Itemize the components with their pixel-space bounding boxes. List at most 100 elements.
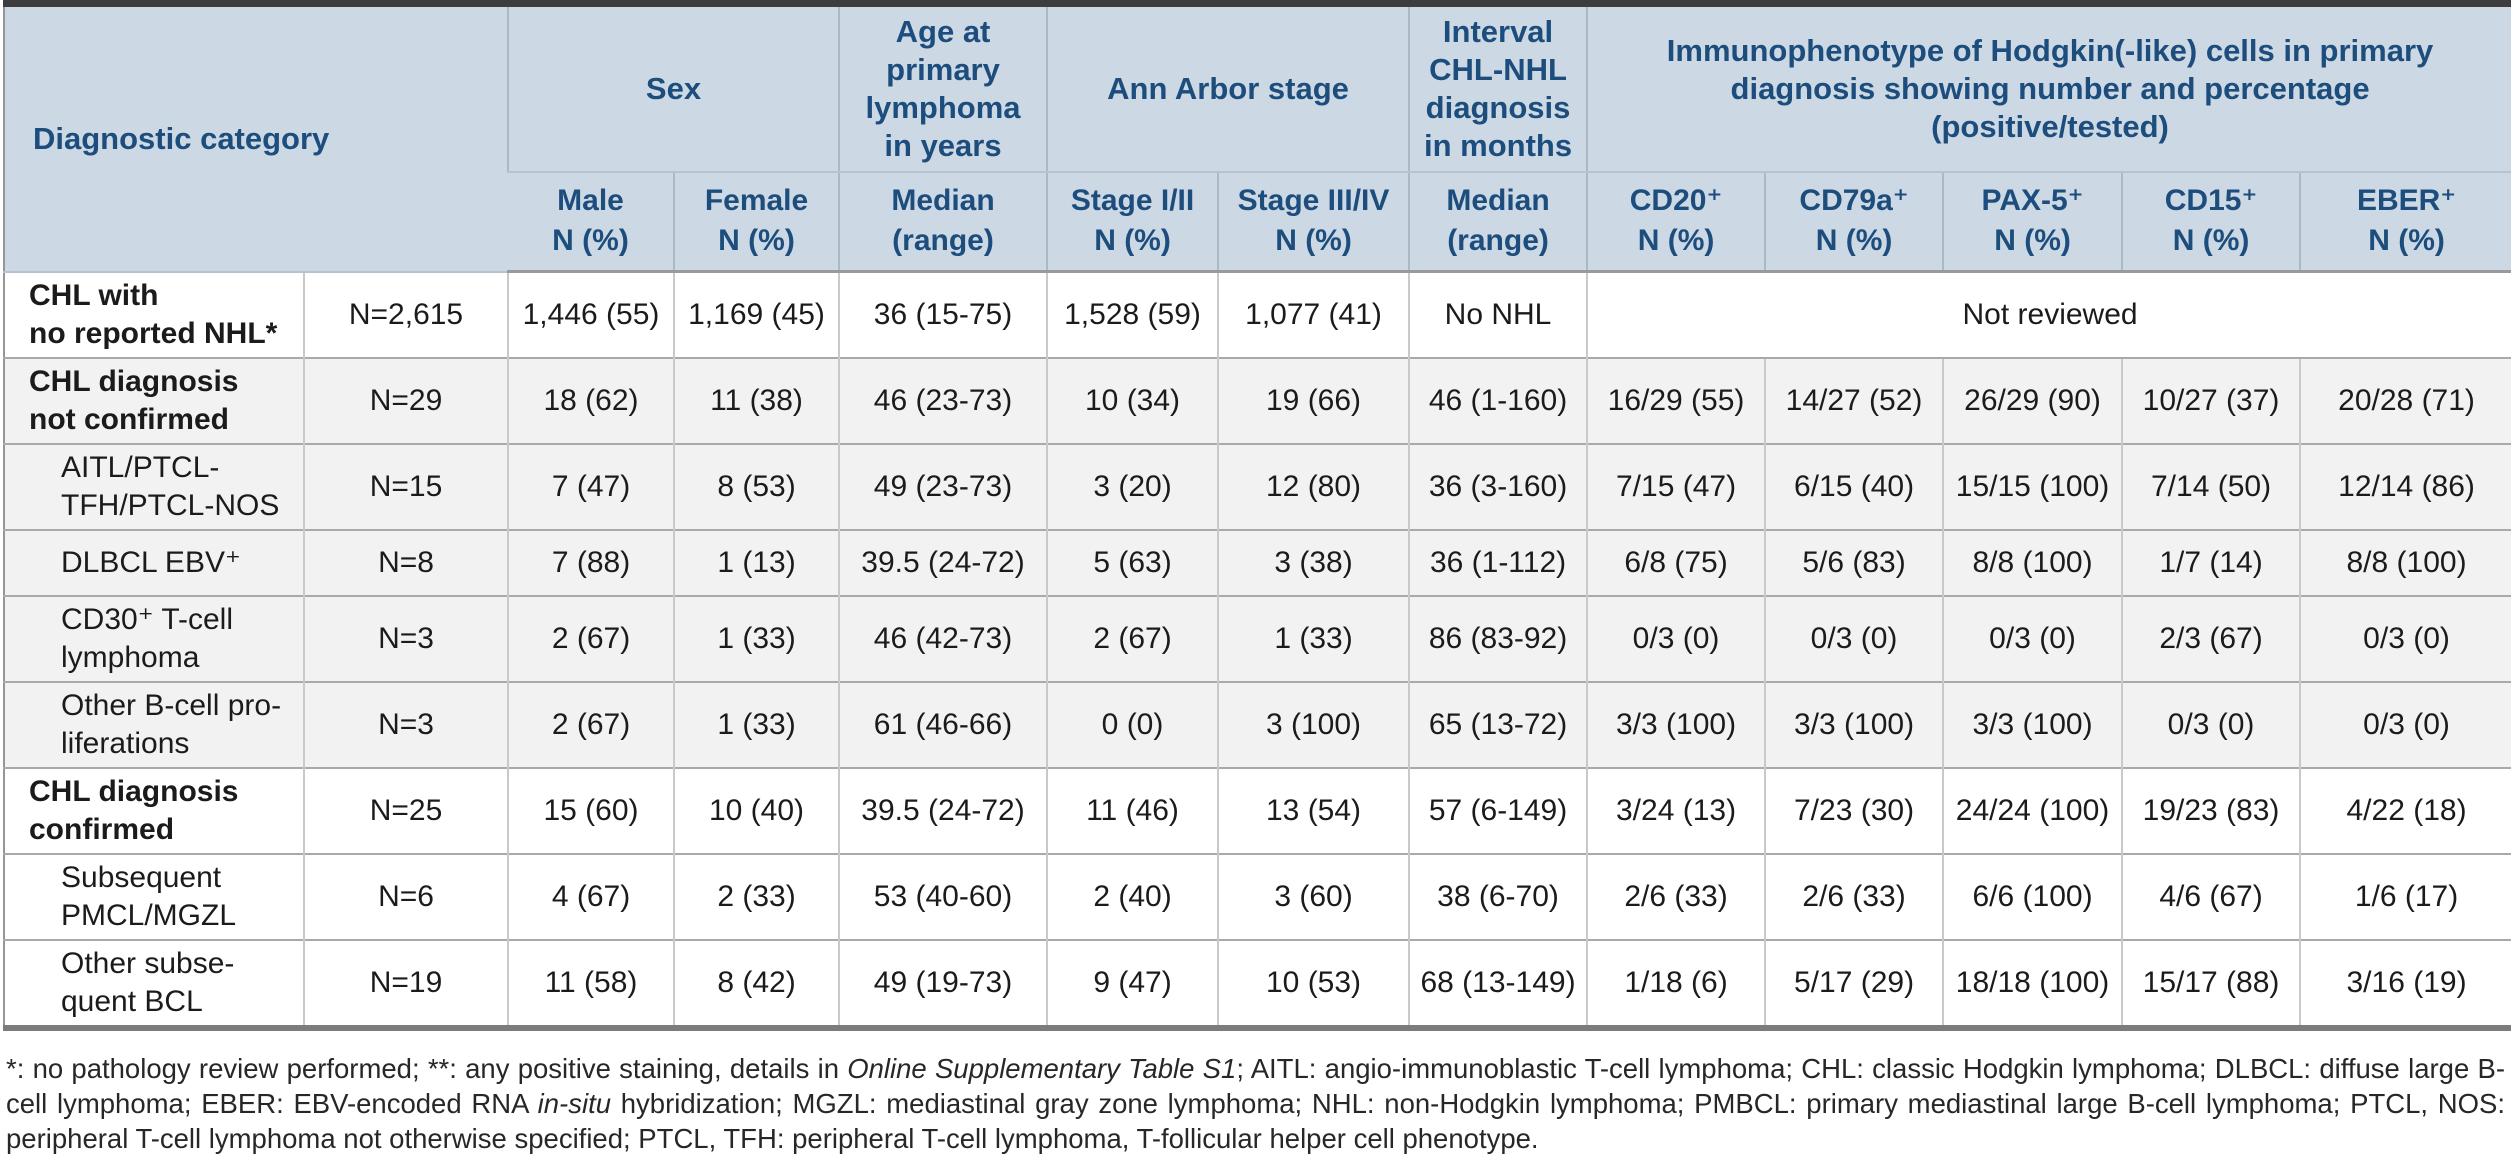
footnote-text: *: no pathology review performed; **: an…	[6, 1051, 2505, 1156]
cell-category: CD30⁺ T-cell lymphoma	[4, 594, 304, 682]
data-cell: 10/27 (37)	[2121, 356, 2301, 444]
header-diagnostic-category: Diagnostic category	[4, 3, 508, 273]
table-row: Other subse- quent BCL N=19 11 (58) 8 (42) 4…	[4, 938, 2511, 1028]
data-cell: 3 (100)	[1217, 680, 1410, 768]
data-cell: 38 (6-70)	[1408, 852, 1588, 940]
data-cell: 4/6 (67)	[2121, 852, 2301, 940]
data-cell: 7/23 (30)	[1764, 766, 1944, 854]
data-cell: 1 (13)	[672, 528, 840, 596]
data-cell: 7/15 (47)	[1586, 442, 1766, 530]
cell-not-reviewed-span: Not reviewed	[1586, 271, 2511, 358]
data-cell: 11 (46)	[1046, 766, 1219, 854]
data-cell: 3/3 (100)	[1586, 680, 1766, 768]
data-cell: 5/6 (83)	[1764, 528, 1944, 596]
cell-n-count: N=19	[303, 938, 508, 1028]
subheader-interval-median: Median (range)	[1408, 171, 1588, 273]
data-cell: 1,446 (55)	[507, 271, 674, 358]
data-cell: 2 (67)	[507, 680, 674, 768]
data-cell: 0/3 (0)	[2299, 680, 2511, 768]
data-cell: 3 (38)	[1217, 528, 1410, 596]
data-cell: 39.5 (24-72)	[838, 766, 1048, 854]
data-cell: 65 (13-72)	[1408, 680, 1588, 768]
diagnostic-category-table: Diagnostic category Sex Age at primary l…	[3, 0, 2511, 1031]
data-cell: 1,169 (45)	[672, 271, 840, 358]
cell-category: DLBCL EBV⁺	[4, 528, 304, 596]
subheader-cd79a: CD79a⁺ N (%)	[1764, 171, 1944, 273]
table-row: DLBCL EBV⁺ N=8 7 (88) 1 (13) 39.5 (24-72) 5 (…	[4, 528, 2511, 596]
cell-n-count: N=25	[303, 766, 508, 854]
table-row: Other B-cell pro- liferations N=3 2 (67) 1 …	[4, 680, 2511, 768]
data-cell: 7/14 (50)	[2121, 442, 2301, 530]
data-cell: 86 (83-92)	[1408, 594, 1588, 682]
data-cell: 4 (67)	[507, 852, 674, 940]
data-cell: 5/17 (29)	[1764, 938, 1944, 1028]
header-group-immunophenotype: Immunophenotype of Hodgkin(-like) cells …	[1586, 3, 2511, 173]
data-cell: 12 (80)	[1217, 442, 1410, 530]
data-cell: 46 (1-160)	[1408, 356, 1588, 444]
cell-n-count: N=3	[303, 594, 508, 682]
data-cell: 61 (46-66)	[838, 680, 1048, 768]
data-cell: 2/3 (67)	[2121, 594, 2301, 682]
data-cell: 1/6 (17)	[2299, 852, 2511, 940]
cell-category: CHL with no reported NHL*	[4, 271, 304, 358]
data-cell: 2 (40)	[1046, 852, 1219, 940]
data-cell: 36 (1-112)	[1408, 528, 1588, 596]
header-group-ann-arbor-stage: Ann Arbor stage	[1046, 3, 1410, 173]
footnote-segment: *: no pathology review performed; **: an…	[6, 1052, 848, 1084]
data-cell: 1 (33)	[672, 594, 840, 682]
data-cell: 19 (66)	[1217, 356, 1410, 444]
data-cell: No NHL	[1408, 271, 1588, 358]
data-cell: 2 (33)	[672, 852, 840, 940]
cell-n-count: N=6	[303, 852, 508, 940]
data-cell: 18/18 (100)	[1942, 938, 2123, 1028]
cell-n-count: N=15	[303, 442, 508, 530]
cell-category: CHL diagnosis not confirmed	[4, 356, 304, 444]
subheader-stage-3-4: Stage III/IV N (%)	[1217, 171, 1410, 273]
data-cell: 3 (20)	[1046, 442, 1219, 530]
data-cell: 16/29 (55)	[1586, 356, 1766, 444]
data-cell: 3 (60)	[1217, 852, 1410, 940]
data-cell: 10 (53)	[1217, 938, 1410, 1028]
header-group-interval-chl-nhl: Interval CHL-NHL diagnosis in months	[1408, 3, 1588, 173]
data-cell: 5 (63)	[1046, 528, 1219, 596]
cell-category: Other subse- quent BCL	[4, 938, 304, 1028]
data-cell: 36 (3-160)	[1408, 442, 1588, 530]
data-cell: 6/8 (75)	[1586, 528, 1766, 596]
data-cell: 6/15 (40)	[1764, 442, 1944, 530]
data-cell: 0/3 (0)	[2121, 680, 2301, 768]
data-cell: 3/3 (100)	[1942, 680, 2123, 768]
footnote-italic-segment: in-situ	[537, 1087, 612, 1119]
data-cell: 4/22 (18)	[2299, 766, 2511, 854]
subheader-male: Male N (%)	[508, 171, 674, 273]
data-cell: 6/6 (100)	[1942, 852, 2123, 940]
cell-n-count: N=8	[303, 528, 508, 596]
data-cell: 2 (67)	[1046, 594, 1219, 682]
cell-n-count: N=2,615	[303, 271, 508, 358]
data-cell: 46 (42-73)	[838, 594, 1048, 682]
data-cell: 36 (15-75)	[838, 271, 1048, 358]
subheader-female: Female N (%)	[672, 171, 840, 273]
subheader-stage-1-2: Stage I/II N (%)	[1046, 171, 1219, 273]
data-cell: 20/28 (71)	[2299, 356, 2511, 444]
data-cell: 1,528 (59)	[1046, 271, 1219, 358]
table-row: AITL/PTCL- TFH/PTCL-NOS N=15 7 (47) 8 (53) 4…	[4, 442, 2511, 530]
data-cell: 46 (23-73)	[838, 356, 1048, 444]
header-group-sex: Sex	[506, 3, 840, 173]
footnote-segment: hybridization; MGZL: mediastinal gray zo…	[6, 1087, 2505, 1154]
data-cell: 57 (6-149)	[1408, 766, 1588, 854]
data-cell: 11 (38)	[672, 356, 840, 444]
data-cell: 0/3 (0)	[1764, 594, 1944, 682]
footnote-italic-segment: Online Supplementary Table S1	[847, 1052, 1237, 1084]
data-cell: 0/3 (0)	[2299, 594, 2511, 682]
data-cell: 2/6 (33)	[1586, 852, 1766, 940]
data-cell: 9 (47)	[1046, 938, 1219, 1028]
data-cell: 1 (33)	[672, 680, 840, 768]
data-cell: 3/24 (13)	[1586, 766, 1766, 854]
cell-category: Subsequent PMCL/MGZL	[4, 852, 304, 940]
cell-category: AITL/PTCL- TFH/PTCL-NOS	[4, 442, 304, 530]
table-body: CHL with no reported NHL* N=2,615 1,446 (5…	[4, 271, 2511, 1028]
data-cell: 2 (67)	[507, 594, 674, 682]
subheader-cd20: CD20⁺ N (%)	[1586, 171, 1766, 273]
data-cell: 0/3 (0)	[1942, 594, 2123, 682]
